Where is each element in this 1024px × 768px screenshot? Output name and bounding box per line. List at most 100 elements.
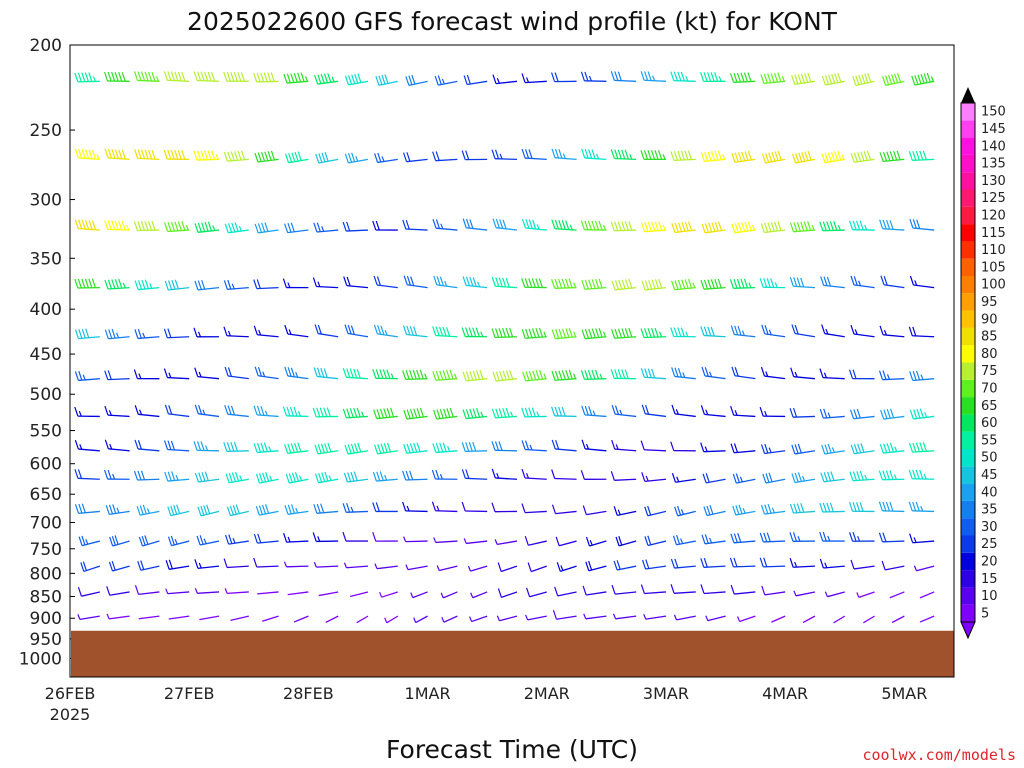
colorbar-swatch <box>961 310 975 328</box>
wind-barb <box>104 370 130 381</box>
wind-barb <box>342 502 369 513</box>
wind-barb <box>640 440 666 452</box>
wind-barb <box>820 276 845 289</box>
wind-barb <box>731 150 756 163</box>
y-tick-label: 850 <box>30 587 62 607</box>
wind-barb <box>909 218 935 231</box>
wind-barb <box>163 328 190 339</box>
wind-barb <box>878 501 905 513</box>
wind-barb <box>433 407 458 420</box>
wind-barb <box>759 532 786 543</box>
wind-barb <box>849 470 875 482</box>
wind-barb <box>372 531 398 542</box>
wind-barb <box>821 443 845 455</box>
wind-barb <box>312 407 339 418</box>
wind-barb <box>133 470 160 481</box>
wind-barb <box>671 221 696 234</box>
wind-barb <box>821 324 845 338</box>
wind-barb <box>374 442 398 455</box>
wind-barb <box>77 614 100 621</box>
wind-barb <box>880 408 905 420</box>
wind-barb <box>790 367 816 380</box>
wind-barb <box>496 615 518 622</box>
wind-barb <box>163 440 190 452</box>
wind-barb <box>760 221 786 234</box>
colorbar-swatch <box>961 258 975 276</box>
wind-barb <box>223 150 249 162</box>
wind-barb <box>555 536 577 547</box>
credit-link[interactable]: coolwx.com/models <box>862 746 1016 764</box>
colorbar-label: 85 <box>981 330 998 345</box>
wind-barb <box>402 219 428 231</box>
colorbar-label: 125 <box>981 191 1006 206</box>
wind-barb <box>580 71 607 82</box>
wind-barb <box>164 279 190 291</box>
wind-barb <box>819 502 845 513</box>
wind-barb <box>521 407 547 418</box>
wind-barb <box>284 324 309 338</box>
wind-barb <box>372 502 398 513</box>
wind-barb <box>463 538 488 545</box>
y-tick-label: 650 <box>30 485 62 505</box>
colorbar-label: 120 <box>981 208 1006 223</box>
colorbar-top-arrow <box>961 87 975 103</box>
wind-barb <box>670 558 696 569</box>
wind-barb <box>850 559 875 570</box>
wind-barb <box>762 472 786 484</box>
wind-barb <box>223 441 249 453</box>
wind-barb <box>284 151 309 164</box>
colorbar-swatch <box>961 120 975 138</box>
wind-barb <box>521 73 547 84</box>
wind-barb <box>284 222 309 234</box>
y-tick-label: 200 <box>30 36 62 56</box>
wind-barb <box>760 443 786 455</box>
wind-barb <box>402 501 428 513</box>
colorbar-swatch <box>961 154 975 173</box>
wind-barb <box>165 588 190 595</box>
wind-barb <box>640 368 666 380</box>
wind-barb <box>434 75 458 86</box>
wind-barb <box>497 562 518 573</box>
wind-barb <box>284 366 309 380</box>
wind-barb <box>610 471 637 481</box>
wind-barb <box>432 151 458 162</box>
wind-barb <box>491 502 517 513</box>
wind-barb <box>581 278 607 290</box>
wind-barb <box>551 469 577 480</box>
wind-barb <box>253 325 279 338</box>
colorbar-swatch <box>961 137 975 155</box>
wind-barb <box>730 533 756 544</box>
wind-barb <box>670 441 696 452</box>
wind-barb <box>580 470 607 480</box>
wind-barb <box>255 472 279 484</box>
wind-barb <box>410 591 428 599</box>
colorbar-label: 90 <box>981 312 998 327</box>
wind-barb <box>582 505 607 516</box>
wind-barb <box>384 615 399 624</box>
wind-barb <box>403 275 428 289</box>
wind-barb <box>283 561 309 568</box>
wind-barb <box>670 71 696 82</box>
wind-barb <box>349 591 369 598</box>
wind-barb <box>580 369 607 381</box>
wind-barb <box>833 615 846 624</box>
y-axis-labels: 200 250 300 350 400 450 500 550 600 650 700 750 800 8… <box>19 36 75 669</box>
colorbar-label: 45 <box>981 468 998 483</box>
wind-barb <box>671 473 696 483</box>
wind-barb <box>850 408 875 420</box>
colorbar-label: 55 <box>981 433 998 448</box>
wind-barb <box>315 152 339 164</box>
wind-barb <box>585 536 607 547</box>
wind-barb <box>789 221 815 233</box>
wind-barb <box>224 366 249 380</box>
wind-barb <box>134 328 160 340</box>
colorbar-label: 65 <box>981 399 998 414</box>
wind-barb <box>108 561 130 572</box>
wind-barb <box>168 615 190 620</box>
wind-barb <box>461 501 488 513</box>
wind-barb <box>104 71 130 82</box>
colorbar-swatch <box>961 241 975 259</box>
wind-barb <box>521 148 547 161</box>
wind-barb <box>611 404 637 418</box>
wind-barb <box>760 504 786 515</box>
